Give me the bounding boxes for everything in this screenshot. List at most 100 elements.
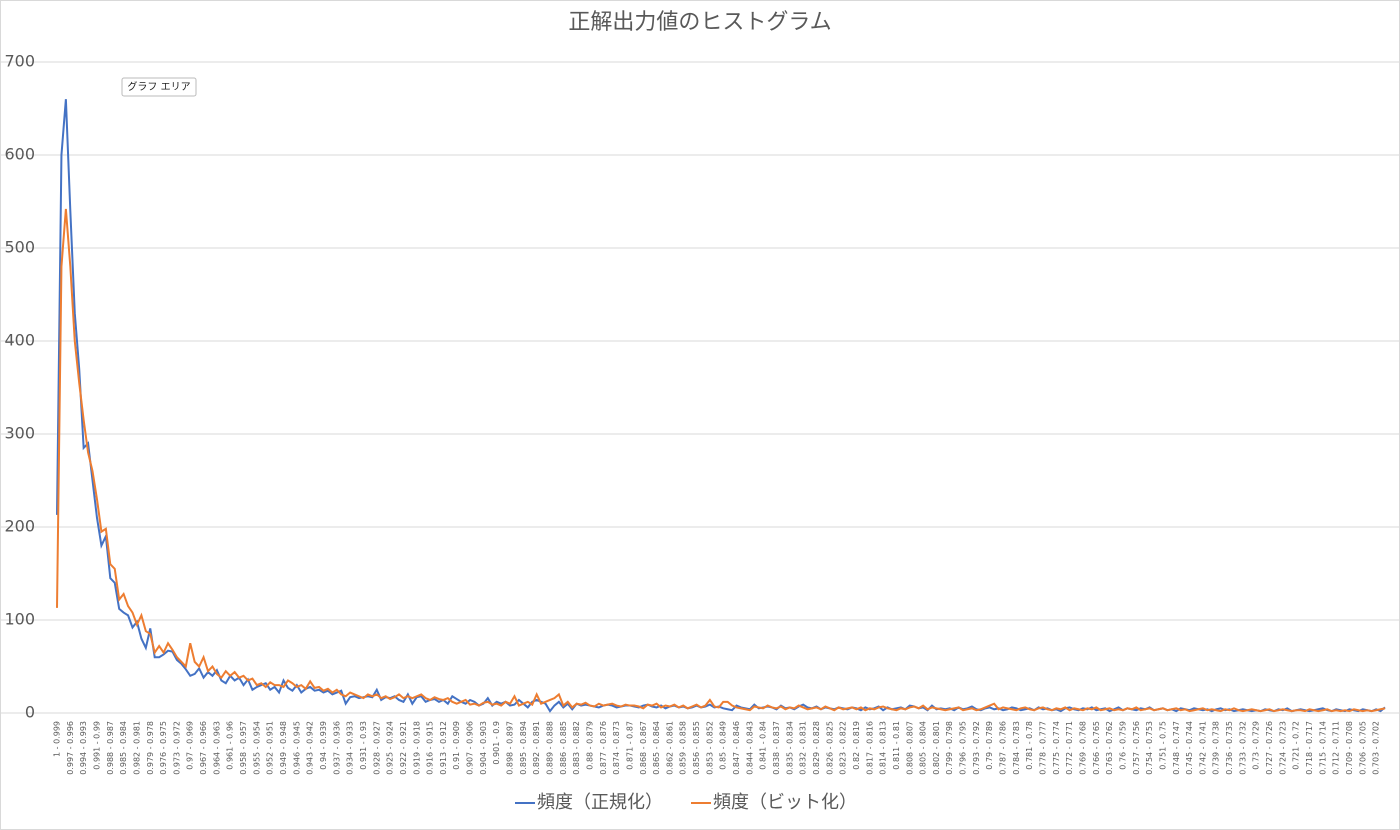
- x-tick-label: 0.862 - 0.861: [665, 721, 674, 775]
- x-tick-label: 0.793 - 0.792: [972, 721, 981, 775]
- x-tick-label: 0.835 - 0.834: [785, 721, 794, 775]
- x-tick-label: 0.748 - 0.747: [1172, 721, 1181, 775]
- x-tick-label: 0.811 - 0.81: [892, 721, 901, 770]
- chart-title: 正解出力値のヒストグラム: [568, 10, 831, 35]
- x-tick-label: 0.838 - 0.837: [772, 721, 781, 775]
- x-tick-label: 0.841 - 0.84: [759, 721, 768, 770]
- x-tick-label: 0.706 - 0.705: [1358, 721, 1367, 775]
- x-tick-label: 0.736 - 0.735: [1225, 721, 1234, 775]
- legend-label: 頻度（正規化）: [537, 792, 663, 813]
- x-tick-label: 0.709 - 0.708: [1345, 721, 1354, 775]
- x-tick-label: 0.814 - 0.813: [879, 721, 888, 775]
- x-tick-label: 0.802 - 0.801: [932, 721, 941, 775]
- x-tick-label: 0.88 - 0.879: [585, 721, 594, 770]
- x-tick-label: 0.901 - 0.9: [492, 721, 501, 765]
- x-tick-label: 0.808 - 0.807: [905, 721, 914, 775]
- x-tick-label: 0.943 - 0.942: [306, 721, 315, 775]
- x-tick-label: 0.751 - 0.75: [1158, 721, 1167, 770]
- x-tick-label: 0.937 - 0.936: [332, 721, 341, 775]
- x-tick-label: 0.967 - 0.966: [199, 721, 208, 775]
- x-tick-label: 0.721 - 0.72: [1292, 721, 1301, 770]
- x-tick-label: 0.916 - 0.915: [426, 721, 435, 775]
- x-tick-label: 0.817 - 0.816: [865, 721, 874, 775]
- x-tick-label: 0.856 - 0.855: [692, 721, 701, 775]
- x-tick-label: 0.85 - 0.849: [719, 721, 728, 770]
- x-tick-label: 0.754 - 0.753: [1145, 721, 1154, 775]
- x-tick-label: 0.925 - 0.924: [386, 721, 395, 775]
- x-tick-label: 0.904 - 0.903: [479, 721, 488, 775]
- x-tick-label: 0.985 - 0.984: [119, 721, 128, 775]
- x-tick-label: 0.913 - 0.912: [439, 721, 448, 775]
- x-tick-label: 0.949 - 0.948: [279, 721, 288, 775]
- x-tick-label: 0.769 - 0.768: [1078, 721, 1087, 775]
- x-tick-label: 0.79 - 0.789: [985, 721, 994, 770]
- legend-label: 頻度（ビット化）: [713, 792, 857, 813]
- x-tick-label: 0.97 - 0.969: [186, 721, 195, 770]
- x-tick-label: 0.889 - 0.888: [546, 721, 555, 775]
- x-tick-label: 0.982 - 0.981: [132, 721, 141, 775]
- x-tick-label: 0.886 - 0.885: [559, 721, 568, 775]
- x-tick-label: 0.877 - 0.876: [599, 721, 608, 775]
- x-tick-label: 0.91 - 0.909: [452, 721, 461, 770]
- x-tick-label: 0.727 - 0.726: [1265, 721, 1274, 775]
- x-tick-label: 1 - 0.999: [53, 721, 62, 757]
- x-tick-label: 0.928 - 0.927: [372, 721, 381, 775]
- x-tick-label: 0.733 - 0.732: [1238, 721, 1247, 775]
- series-line: [56, 208, 1386, 713]
- tooltip: グラフ エリア: [121, 77, 197, 97]
- x-tick-label: 0.874 - 0.873: [612, 721, 621, 775]
- x-tick-label: 0.844 - 0.843: [745, 721, 754, 775]
- x-tick-label: 0.847 - 0.846: [732, 721, 741, 775]
- x-tick-label: 0.958 - 0.957: [239, 721, 248, 775]
- x-tick-label: 0.934 - 0.933: [346, 721, 355, 775]
- x-tick-label: 0.742 - 0.741: [1198, 721, 1207, 775]
- x-tick-label: 0.952 - 0.951: [266, 721, 275, 775]
- x-tick-label: 0.931 - 0.93: [359, 721, 368, 770]
- x-tick-label: 0.961 - 0.96: [226, 721, 235, 770]
- x-tick-label: 0.892 - 0.891: [532, 721, 541, 775]
- x-tick-label: 0.775 - 0.774: [1052, 721, 1061, 775]
- x-tick-label: 0.973 - 0.972: [172, 721, 181, 775]
- x-tick-label: 0.745 - 0.744: [1185, 721, 1194, 775]
- x-tick-label: 0.763 - 0.762: [1105, 721, 1114, 775]
- y-tick-label: 0: [25, 703, 35, 722]
- x-tick-label: 0.907 - 0.906: [466, 721, 475, 775]
- x-tick-label: 0.859 - 0.858: [679, 721, 688, 775]
- x-tick-label: 0.724 - 0.723: [1278, 721, 1287, 775]
- x-tick-label: 0.787 - 0.786: [999, 721, 1008, 775]
- x-tick-label: 0.868 - 0.867: [639, 721, 648, 775]
- x-tick-label: 0.766 - 0.765: [1092, 721, 1101, 775]
- tooltip-text: グラフ エリア: [127, 80, 190, 93]
- x-tick-label: 0.94 - 0.939: [319, 721, 328, 770]
- x-tick-label: 0.853 - 0.852: [705, 721, 714, 775]
- y-tick-label: 500: [4, 238, 35, 257]
- x-tick-label: 0.712 - 0.711: [1332, 721, 1341, 775]
- x-tick-label: 0.718 - 0.717: [1305, 721, 1314, 775]
- x-tick-label: 0.871 - 0.87: [625, 721, 634, 770]
- x-tick-label: 0.865 - 0.864: [652, 721, 661, 775]
- x-tick-label: 0.883 - 0.882: [572, 721, 581, 775]
- x-tick-label: 0.805 - 0.804: [919, 721, 928, 775]
- tooltip-box: [121, 77, 197, 97]
- x-tick-label: 0.946 - 0.945: [292, 721, 301, 775]
- x-tick-label: 0.778 - 0.777: [1039, 721, 1048, 775]
- x-tick-label: 0.757 - 0.756: [1132, 721, 1141, 775]
- x-tick-label: 0.832 - 0.831: [799, 721, 808, 775]
- x-tick-label: 0.781 - 0.78: [1025, 721, 1034, 770]
- x-tick-label: 0.997 - 0.996: [66, 721, 75, 775]
- y-tick-label: 600: [4, 145, 35, 164]
- x-tick-label: 0.994 - 0.993: [79, 721, 88, 775]
- x-tick-label: 0.991 - 0.99: [92, 721, 101, 770]
- x-tick-label: 0.826 - 0.825: [825, 721, 834, 775]
- x-tick-label: 0.898 - 0.897: [506, 721, 515, 775]
- x-tick-label: 0.829 - 0.828: [812, 721, 821, 775]
- y-tick-label: 400: [4, 331, 35, 350]
- x-tick-label: 0.922 - 0.921: [399, 721, 408, 775]
- x-tick-label: 0.715 - 0.714: [1318, 721, 1327, 775]
- x-tick-label: 0.919 - 0.918: [412, 721, 421, 775]
- x-tick-label: 0.976 - 0.975: [159, 721, 168, 775]
- y-tick-label: 200: [4, 517, 35, 536]
- x-tick-label: 0.772 - 0.771: [1065, 721, 1074, 775]
